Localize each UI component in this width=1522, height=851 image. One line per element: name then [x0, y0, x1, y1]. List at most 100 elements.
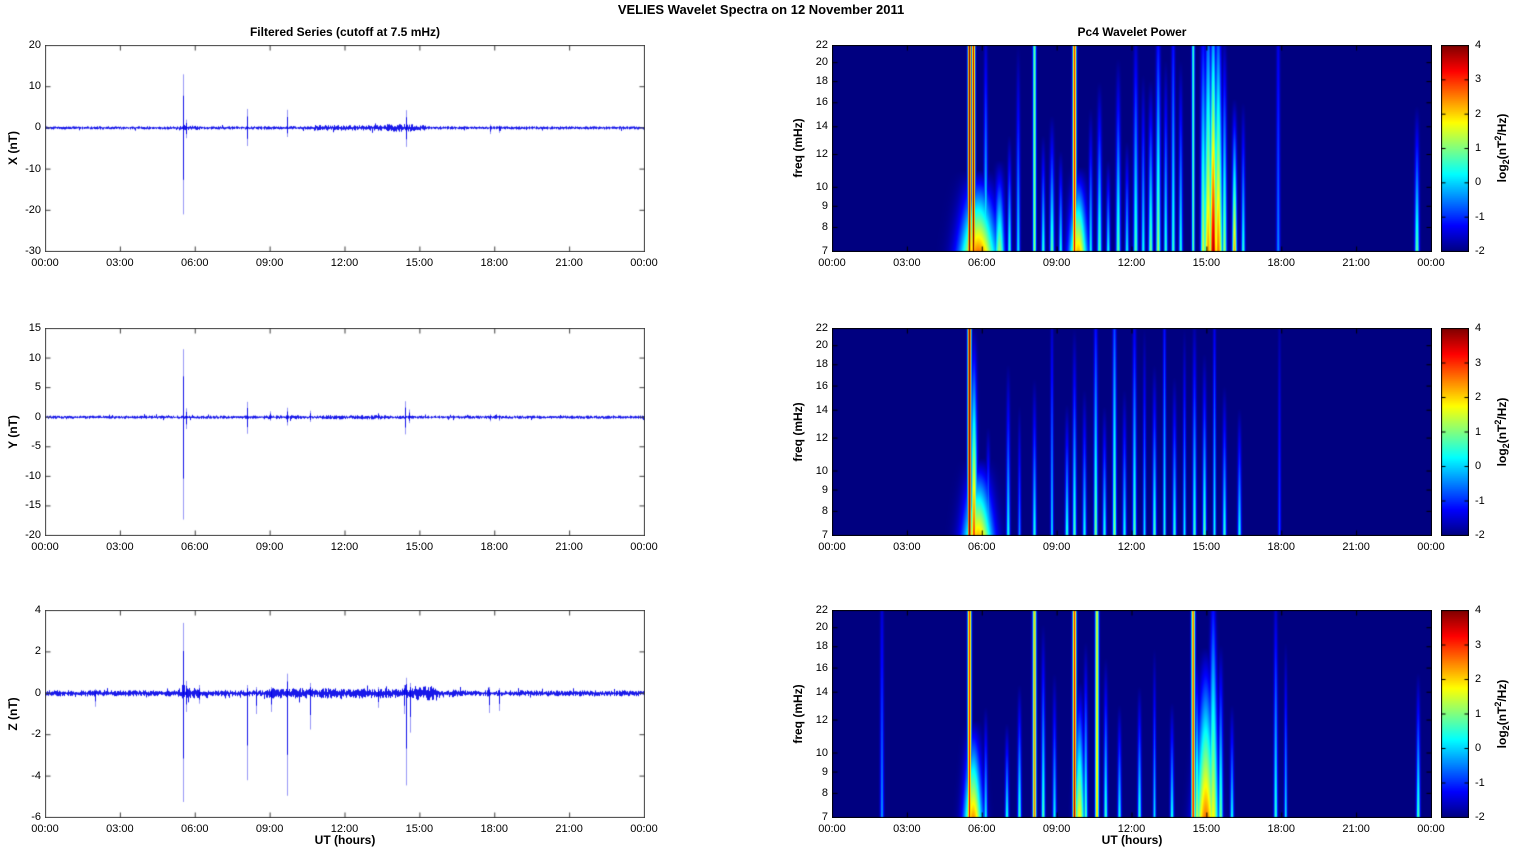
ytick-label: -15: [25, 499, 41, 512]
xtick-label: 00:00: [1417, 541, 1445, 553]
xtick-label: 03:00: [106, 257, 134, 269]
ytick-label: 20: [28, 39, 41, 51]
freq-tick-label: 9: [821, 765, 828, 778]
colorbar-tick-label: -2: [1475, 811, 1485, 823]
ytick-label: -20: [25, 529, 41, 541]
freq-tick-label: 16: [815, 96, 828, 109]
spectrogram-canvas-y: [832, 328, 1432, 536]
xtick-label: 09:00: [1042, 257, 1071, 269]
xtick-label: 15:00: [1192, 257, 1221, 269]
freq-tick-label: 12: [815, 148, 828, 161]
xtick-label: 18:00: [480, 823, 509, 835]
freq-tick-label: 12: [815, 713, 828, 726]
xtick-label: 03:00: [106, 541, 134, 553]
freq-tick-label: 18: [815, 75, 828, 88]
colorbar-tick-label: 3: [1475, 356, 1482, 369]
xtick-label: 15:00: [405, 823, 434, 835]
xtick-label: 21:00: [555, 257, 583, 269]
xtick-label: 18:00: [480, 541, 509, 553]
freq-tick-label: 20: [815, 621, 828, 634]
colorbar-tick-label: 2: [1475, 673, 1482, 685]
xtick-label: 00:00: [630, 541, 658, 553]
xtick-label: 03:00: [893, 541, 921, 553]
ytick-label: 15: [28, 322, 41, 334]
xtick-label: 03:00: [106, 823, 134, 835]
colorbar-tick-label: 4: [1475, 39, 1482, 51]
xtick-label: 00:00: [818, 257, 846, 269]
ytick-label: -2: [31, 728, 41, 741]
xtick-label: 12:00: [1117, 541, 1146, 553]
freq-tick-label: 7: [821, 529, 828, 541]
colorbar-tick-label: 1: [1475, 142, 1482, 154]
freq-tick-label: 7: [821, 245, 828, 257]
ytick-label: -4: [31, 769, 41, 782]
freq-tick-label: 14: [815, 685, 828, 698]
xtick-label: 15:00: [1192, 541, 1221, 553]
ytick-label: 2: [34, 645, 41, 658]
xtick-label: 06:00: [180, 823, 209, 835]
xtick-label: 06:00: [967, 541, 996, 553]
colorbar-tick-label: -1: [1475, 494, 1485, 507]
xtick-label: 12:00: [1117, 823, 1146, 835]
xtick-label: 21:00: [1342, 823, 1370, 835]
colorbar-canvas-2: [1441, 328, 1469, 536]
freq-tick-label: 14: [815, 403, 828, 416]
xtick-label: 06:00: [180, 257, 209, 269]
xtick-label: 21:00: [1342, 541, 1370, 553]
xtick-label: 18:00: [1267, 257, 1296, 269]
ytick-label: 0: [34, 121, 41, 134]
xtick-label: 21:00: [555, 541, 583, 553]
xtick-label: 06:00: [967, 823, 996, 835]
xtick-label: 12:00: [330, 541, 359, 553]
xtick-label: 12:00: [1117, 257, 1146, 269]
xtick-label: 03:00: [893, 257, 921, 269]
freq-tick-label: 12: [815, 431, 828, 444]
freq-tick-label: 20: [815, 339, 828, 352]
ytick-label: -10: [25, 162, 41, 175]
xtick-label: 06:00: [180, 541, 209, 553]
colorbar-tick-label: -1: [1475, 210, 1485, 223]
colorbar-tick-label: 0: [1475, 460, 1482, 472]
colorbar-tick-label: 2: [1475, 107, 1482, 120]
freq-tick-label: 18: [815, 640, 828, 653]
ytick-label: 0: [34, 686, 41, 699]
colorbar-tick-label: -2: [1475, 529, 1485, 541]
xtick-label: 00:00: [818, 823, 846, 835]
freq-tick-label: 22: [815, 322, 828, 334]
xtick-label: 12:00: [330, 823, 359, 835]
colorbar-tick-label: -2: [1475, 245, 1485, 257]
colorbar-tick-label: 0: [1475, 742, 1482, 754]
colorbar-canvas-1: [1441, 45, 1469, 252]
xtick-label: 18:00: [1267, 541, 1296, 553]
freq-tick-label: 22: [815, 604, 828, 616]
ytick-label: -10: [25, 469, 41, 482]
xtick-label: 00:00: [1417, 823, 1445, 835]
xlabel-left: UT (hours): [314, 833, 376, 847]
timeseries-canvas-z: [45, 610, 645, 818]
freq-tick-label: 8: [821, 220, 828, 233]
freq-tick-label: 16: [815, 379, 828, 392]
xtick-label: 12:00: [330, 257, 359, 269]
xtick-label: 09:00: [1042, 823, 1071, 835]
colorbar-canvas-3: [1441, 610, 1469, 818]
colorbar-tick-label: 3: [1475, 638, 1482, 651]
figure-title: VELIES Wavelet Spectra on 12 November 20…: [617, 2, 905, 17]
ytick-label: -5: [31, 440, 41, 453]
freq-tick-label: 16: [815, 661, 828, 674]
spectrogram-canvas-z: [832, 610, 1432, 818]
xtick-label: 00:00: [1417, 257, 1445, 269]
xtick-label: 09:00: [255, 541, 284, 553]
xtick-label: 00:00: [31, 823, 59, 835]
colorbar-tick-label: 4: [1475, 604, 1482, 616]
freq-tick-label: 22: [815, 39, 828, 51]
freq-tick-label: 8: [821, 786, 828, 799]
ytick-label: 4: [34, 604, 41, 616]
xtick-label: 09:00: [255, 257, 284, 269]
freq-tick-label: 14: [815, 120, 828, 133]
ylabel-z: Z (nT): [6, 697, 20, 731]
freq-tick-label: 10: [815, 180, 828, 193]
colorbar-tick-label: 1: [1475, 425, 1482, 438]
timeseries-canvas-y: [45, 328, 645, 536]
xtick-label: 18:00: [480, 257, 509, 269]
